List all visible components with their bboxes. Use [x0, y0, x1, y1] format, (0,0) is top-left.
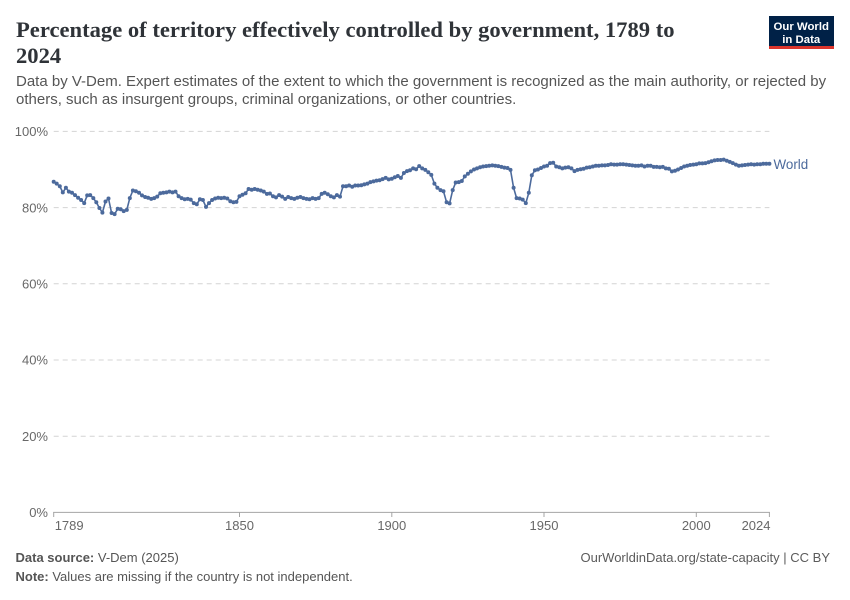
svg-text:60%: 60% — [22, 277, 48, 292]
svg-text:80%: 80% — [22, 200, 48, 215]
svg-text:2000: 2000 — [682, 518, 711, 533]
svg-text:2024: 2024 — [742, 518, 771, 533]
svg-text:1850: 1850 — [225, 518, 254, 533]
svg-text:20%: 20% — [22, 429, 48, 444]
svg-text:1900: 1900 — [377, 518, 406, 533]
svg-text:World: World — [774, 157, 809, 172]
svg-text:1950: 1950 — [530, 518, 559, 533]
svg-text:0%: 0% — [29, 505, 48, 520]
svg-text:40%: 40% — [22, 353, 48, 368]
svg-text:100%: 100% — [15, 124, 49, 139]
svg-text:1789: 1789 — [55, 518, 84, 533]
